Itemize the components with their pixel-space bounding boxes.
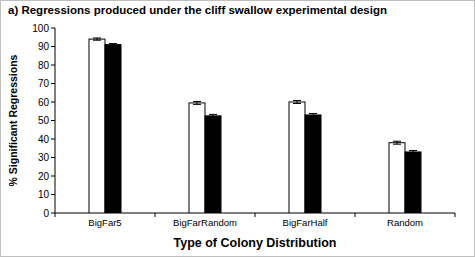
error-bar	[309, 113, 317, 116]
y-tick-label: 70	[38, 78, 50, 89]
x-tick	[455, 213, 456, 217]
error-cap	[409, 150, 417, 151]
y-tick-label: 90	[38, 41, 50, 52]
frame	[1, 1, 475, 257]
x-tick	[355, 213, 356, 217]
x-tick	[255, 213, 256, 217]
y-tick	[51, 139, 55, 140]
y-tick-label: 30	[38, 152, 50, 163]
y-tick	[51, 176, 55, 177]
y-tick	[51, 46, 55, 47]
error-bar	[209, 114, 217, 117]
error-cap	[393, 141, 401, 142]
error-cap	[309, 116, 317, 117]
error-bar	[393, 141, 401, 144]
bar	[105, 45, 121, 213]
bar	[389, 143, 405, 213]
bar	[89, 39, 105, 213]
y-tick	[51, 157, 55, 158]
error-bar	[109, 44, 117, 46]
error-cap	[193, 104, 201, 105]
x-tick-label: BigFar5	[88, 217, 121, 228]
x-axis-label: Type of Colony Distribution	[174, 236, 337, 250]
error-cap	[309, 113, 317, 114]
y-tick-label: 80	[38, 60, 50, 71]
error-cap	[293, 103, 301, 104]
y-tick	[51, 194, 55, 195]
error-bar	[293, 101, 301, 104]
y-tick	[51, 65, 55, 66]
y-tick	[51, 102, 55, 103]
y-tick-label: 50	[38, 115, 50, 126]
x-tick	[55, 213, 56, 217]
y-tick-label: 60	[38, 97, 50, 108]
y-tick-label: 20	[38, 171, 50, 182]
bars	[89, 38, 421, 213]
error-bar	[409, 150, 417, 153]
error-cap	[109, 45, 117, 46]
error-bar	[93, 38, 101, 40]
y-axis	[55, 28, 56, 213]
bar	[289, 102, 305, 213]
y-tick-label: 40	[38, 134, 50, 145]
bar	[405, 152, 421, 213]
error-cap	[209, 117, 217, 118]
bar	[189, 103, 205, 213]
error-cap	[193, 101, 201, 102]
y-tick-label: 10	[38, 189, 50, 200]
x-tick	[155, 213, 156, 217]
y-axis-label: % Significant Regressions	[7, 54, 19, 186]
error-cap	[93, 37, 101, 38]
y-tick-label: 100	[32, 23, 49, 34]
y-tick-label: 0	[43, 208, 49, 219]
error-cap	[393, 144, 401, 145]
error-cap	[293, 100, 301, 101]
y-tick	[51, 28, 55, 29]
bar	[205, 116, 221, 213]
y-tick	[51, 120, 55, 121]
y-tick	[51, 213, 55, 214]
bar	[305, 115, 321, 213]
y-tick	[51, 83, 55, 84]
x-tick-label: BigFarHalf	[283, 217, 328, 228]
error-bar	[193, 101, 201, 104]
x-tick-label: BigFarRandom	[173, 217, 237, 228]
chart: a) Regressions produced under the cliff …	[0, 0, 475, 257]
error-cap	[109, 43, 117, 44]
error-cap	[409, 153, 417, 154]
title: a) Regressions produced under the cliff …	[8, 4, 387, 16]
x-tick-label: Random	[387, 217, 423, 228]
error-cap	[209, 114, 217, 115]
error-cap	[93, 40, 101, 41]
